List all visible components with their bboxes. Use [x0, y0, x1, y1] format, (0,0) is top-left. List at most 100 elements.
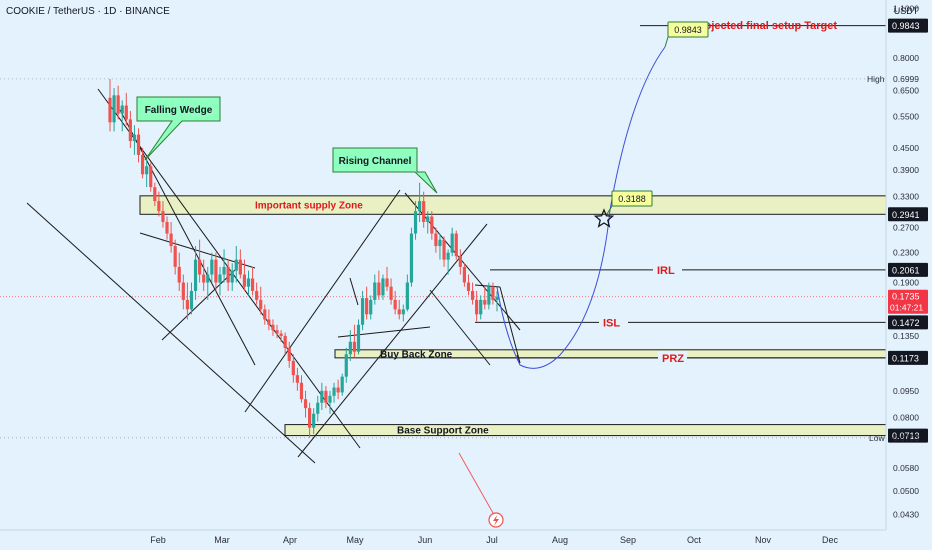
candle-body [173, 246, 177, 267]
price-tick: 0.4500 [893, 143, 919, 153]
candle [165, 216, 169, 240]
candle-body [283, 335, 287, 348]
candle [491, 282, 495, 305]
candle-body [442, 239, 446, 260]
candle-body [230, 270, 234, 283]
price-label-box [888, 289, 928, 314]
candle-body [226, 266, 230, 283]
price-tick: 0.0430 [893, 510, 919, 520]
candle [462, 263, 467, 287]
target-text: Projected final setup Target [693, 20, 837, 32]
candle-body [202, 274, 206, 283]
candle [279, 330, 283, 342]
candle [385, 266, 389, 291]
candle [483, 286, 487, 310]
candle-body [479, 299, 483, 315]
candle [336, 379, 340, 400]
candle [234, 246, 238, 283]
candle [214, 252, 218, 291]
candle [360, 290, 365, 331]
candle [409, 227, 414, 287]
candle [381, 274, 385, 300]
candle [442, 236, 446, 267]
star-icon [593, 208, 615, 228]
price-label: 0.1735 [892, 292, 920, 302]
candle [255, 282, 259, 305]
candle-body [287, 347, 291, 361]
time-tick: Jun [418, 535, 433, 545]
candle [206, 266, 210, 300]
candle-body [487, 286, 491, 305]
candle-body [116, 95, 120, 114]
candle-body [238, 259, 242, 275]
price-tick: 0.0580 [893, 463, 919, 473]
candle [161, 201, 165, 228]
candle [263, 304, 267, 325]
trendline [516, 354, 521, 364]
candle-body [373, 282, 377, 300]
time-tick: Apr [283, 535, 297, 545]
candle-body [430, 216, 434, 234]
rising-channel-text: Rising Channel [339, 156, 412, 167]
candle-body [409, 233, 414, 283]
mid-badge-box [611, 190, 653, 207]
candle-body [401, 309, 405, 315]
price-label: 0.1173 [892, 353, 919, 363]
candle [389, 278, 393, 305]
candle-body [149, 166, 153, 188]
price-tick: 0.8000 [893, 53, 919, 63]
candle [136, 128, 141, 163]
price-label: 0.2061 [892, 265, 920, 275]
currency-label: USDT [893, 6, 919, 16]
candle-body [381, 278, 385, 296]
trendline [429, 289, 491, 366]
price-label-box [888, 207, 928, 222]
candle-body [377, 282, 381, 296]
price-tick: 0.0500 [893, 486, 919, 496]
candle [369, 295, 373, 320]
candle [275, 324, 279, 339]
candle-body [222, 266, 226, 275]
candle-body [234, 259, 238, 271]
candle [295, 367, 299, 391]
price-label: 0.0713 [892, 431, 920, 441]
target-badge-text: 0.9843 [674, 25, 702, 35]
candle [365, 286, 369, 320]
candle [466, 274, 471, 296]
candle [316, 395, 320, 422]
falling-wedge-text: Falling Wedge [145, 105, 213, 116]
candle [202, 259, 206, 291]
candle [495, 290, 499, 312]
candle-body [136, 134, 141, 155]
time-tick: Nov [755, 535, 772, 545]
candle [418, 182, 422, 222]
candle-body [328, 395, 332, 403]
candle [475, 290, 479, 322]
candle [283, 332, 287, 355]
candle [267, 309, 271, 331]
price-label-box [888, 262, 928, 277]
candle [450, 227, 454, 257]
candle-body [279, 333, 283, 336]
candle [250, 266, 255, 296]
candle-body [348, 341, 352, 355]
candle-body [157, 201, 161, 212]
price-tick: 0.0800 [893, 413, 919, 423]
time-tick: Dec [822, 535, 839, 545]
candle [116, 85, 120, 120]
candle [287, 341, 291, 368]
candle [340, 373, 344, 396]
level-label-bg [653, 262, 682, 277]
candle [108, 78, 112, 132]
candle-body [218, 274, 222, 283]
candle-body [438, 239, 442, 247]
candle [324, 385, 328, 409]
price-label-prefix: Low [869, 433, 885, 443]
price-label-box [888, 315, 928, 330]
candle [153, 182, 157, 207]
candle-body [242, 274, 247, 287]
price-label-box [888, 428, 928, 443]
candle [226, 259, 230, 291]
trendline [161, 269, 236, 341]
